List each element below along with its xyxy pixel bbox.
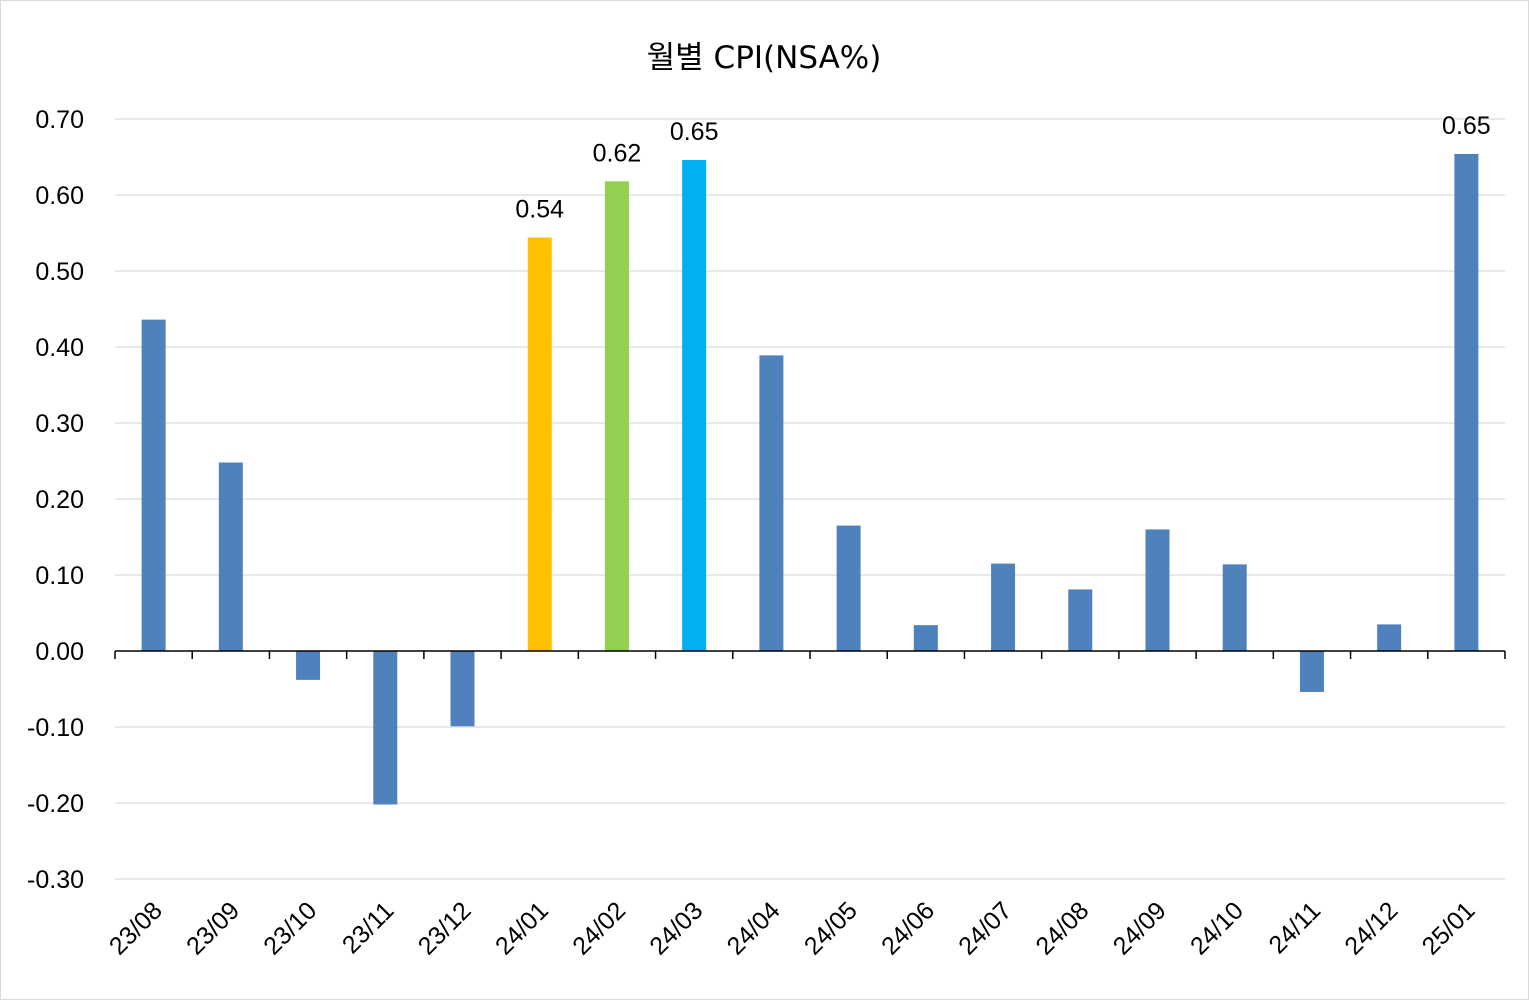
x-tick-label: 24/02 bbox=[567, 896, 631, 960]
bar-23-10 bbox=[296, 651, 321, 680]
x-tick-label: 24/03 bbox=[644, 896, 708, 960]
bar-24-06 bbox=[913, 625, 938, 651]
x-tick-label: 24/04 bbox=[722, 896, 786, 960]
bar-23-12 bbox=[450, 651, 475, 727]
bar-24-03 bbox=[682, 160, 707, 652]
bar-24-02 bbox=[604, 181, 629, 651]
x-tick-label: 24/07 bbox=[953, 896, 1017, 960]
data-label: 0.62 bbox=[593, 139, 642, 167]
x-tick-label: 23/10 bbox=[258, 896, 322, 960]
y-tick-label: 0.70 bbox=[35, 106, 84, 134]
x-tick-label: 24/01 bbox=[490, 896, 554, 960]
data-label: 0.65 bbox=[1442, 112, 1491, 140]
x-tick-label: 24/06 bbox=[876, 896, 940, 960]
bar-24-09 bbox=[1145, 529, 1170, 651]
y-tick-label: -0.10 bbox=[27, 714, 84, 742]
x-axis bbox=[114, 650, 1506, 659]
bar-24-04 bbox=[759, 355, 784, 651]
bar-23-11 bbox=[373, 651, 398, 805]
gridlines bbox=[115, 118, 1505, 880]
bar-24-07 bbox=[991, 563, 1016, 651]
bars bbox=[141, 153, 1479, 805]
bar-24-10 bbox=[1222, 564, 1247, 651]
y-tick-label: 0.60 bbox=[35, 182, 84, 210]
y-tick-label: 0.40 bbox=[35, 334, 84, 362]
y-tick-label: 0.20 bbox=[35, 486, 84, 514]
data-labels: 0.54 0.62 0.65 0.65 bbox=[515, 112, 1490, 224]
y-tick-label: 0.10 bbox=[35, 562, 84, 590]
x-tick-label: 24/10 bbox=[1185, 896, 1249, 960]
bar-24-12 bbox=[1377, 624, 1402, 651]
y-tick-label: 0.30 bbox=[35, 410, 84, 438]
y-tick-label: -0.30 bbox=[27, 866, 84, 894]
y-tick-label: -0.20 bbox=[27, 790, 84, 818]
x-axis-ticks: 23/08 23/09 23/10 23/11 23/12 24/01 24/02 24/03… bbox=[104, 896, 1481, 960]
bar-23-08 bbox=[141, 319, 166, 651]
bar-24-08 bbox=[1068, 589, 1093, 651]
bar-23-09 bbox=[218, 462, 243, 651]
x-tick-label: 23/11 bbox=[337, 896, 400, 959]
x-tick-label: 23/08 bbox=[104, 896, 168, 960]
bar-24-11 bbox=[1299, 651, 1324, 693]
bar-25-01 bbox=[1454, 153, 1479, 651]
x-tick-label: 24/09 bbox=[1108, 896, 1172, 960]
x-tick-label: 23/09 bbox=[181, 896, 245, 960]
data-label: 0.54 bbox=[515, 196, 564, 224]
bar-24-01 bbox=[527, 237, 552, 651]
chart-title: 월별 CPI(NSA%) bbox=[647, 40, 882, 76]
y-tick-label: 0.00 bbox=[35, 638, 84, 666]
y-tick-label: 0.50 bbox=[35, 258, 84, 286]
x-tick-label: 23/12 bbox=[413, 896, 477, 960]
data-label: 0.65 bbox=[670, 118, 719, 146]
x-tick-label: 24/12 bbox=[1339, 896, 1403, 960]
x-tick-label: 25/01 bbox=[1417, 896, 1481, 960]
x-tick-label: 24/05 bbox=[799, 896, 863, 960]
y-axis-ticks: 0.70 0.60 0.50 0.40 0.30 0.20 0.10 0.00 -0.10 -0.… bbox=[27, 106, 84, 894]
bar-24-05 bbox=[836, 525, 861, 651]
x-tick-label: 24/11 bbox=[1263, 896, 1326, 959]
x-tick-label: 24/08 bbox=[1030, 896, 1094, 960]
